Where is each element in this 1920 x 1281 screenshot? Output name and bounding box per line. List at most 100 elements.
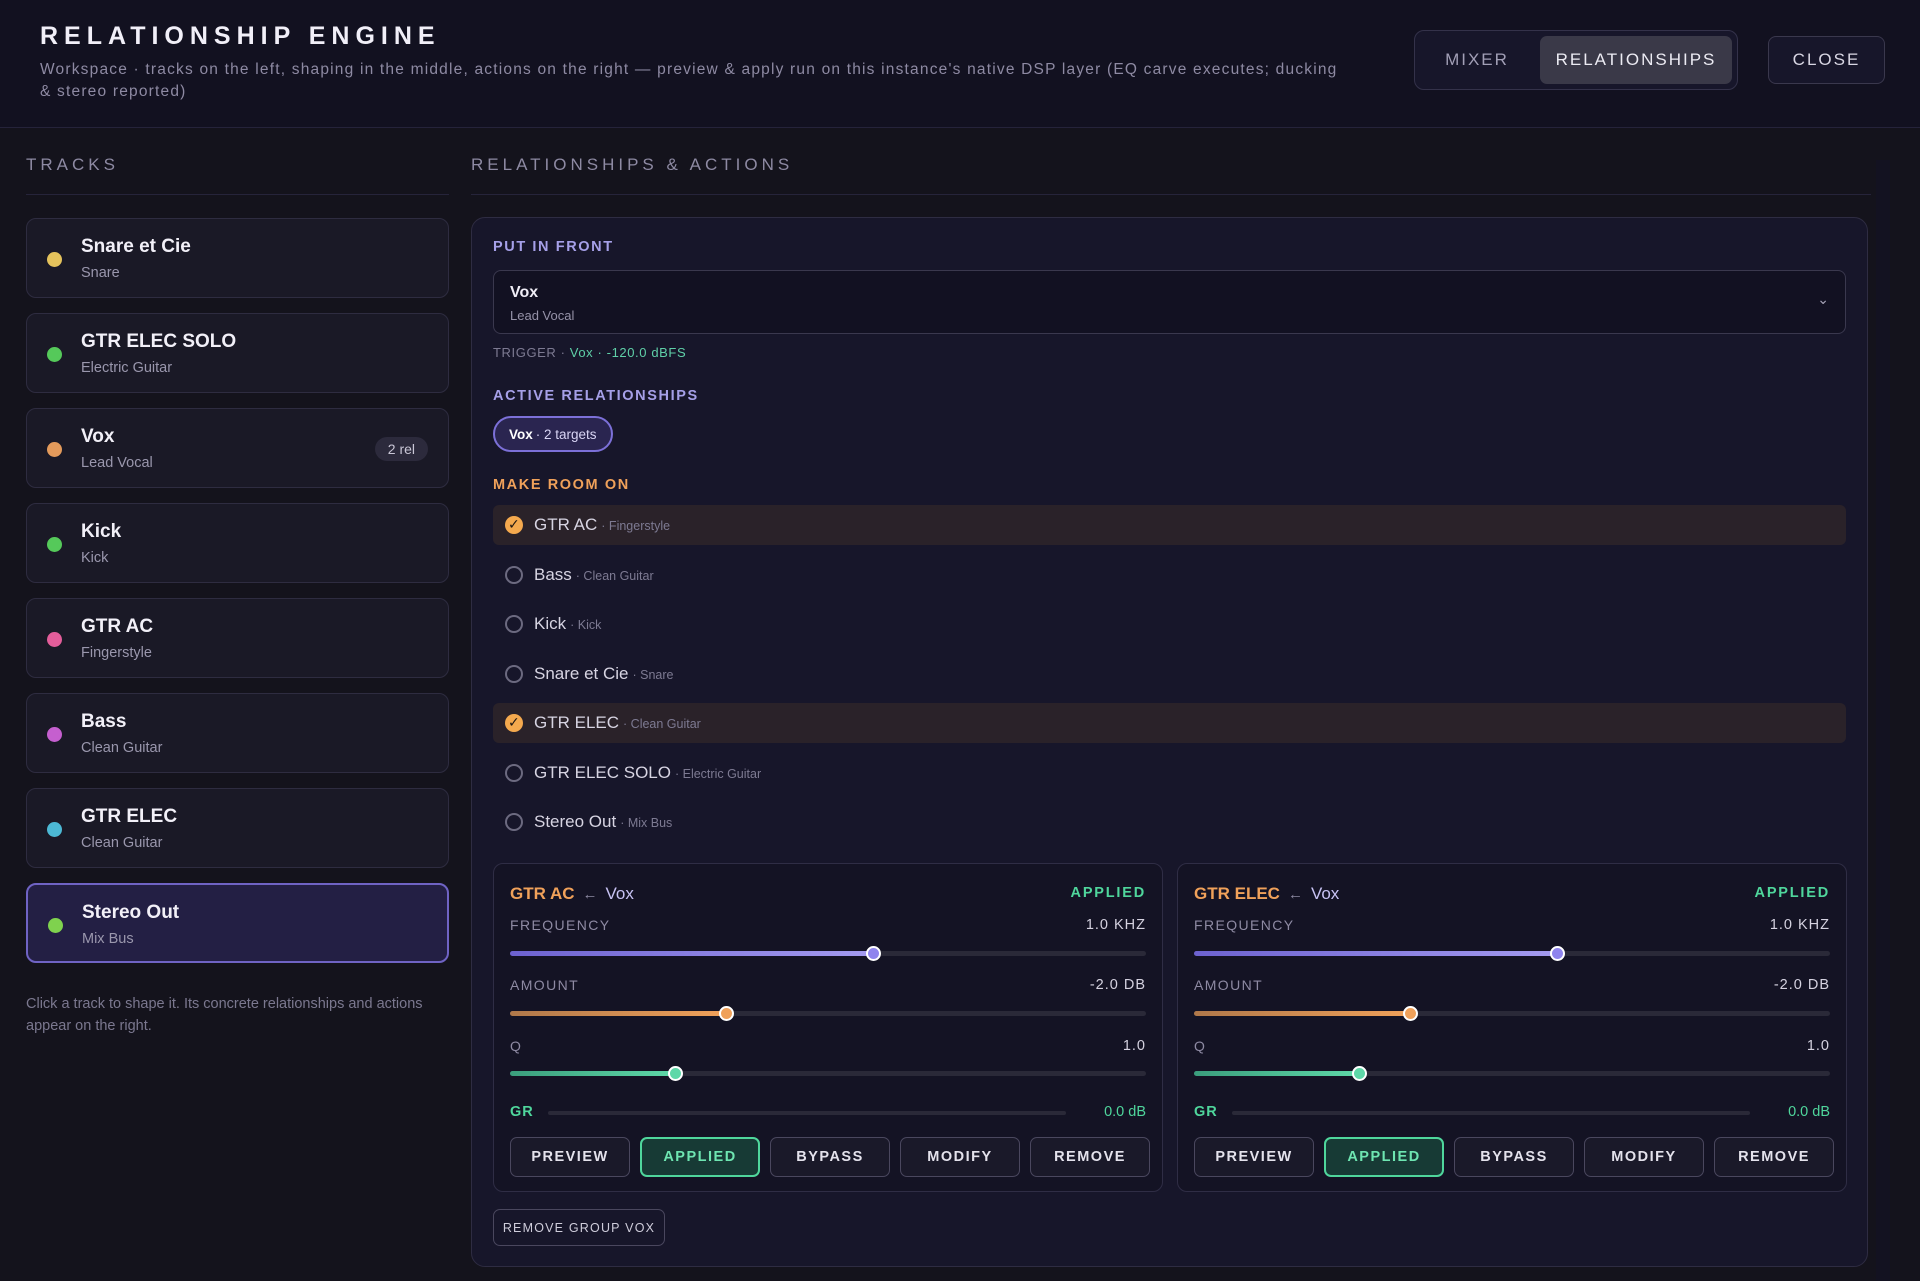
radio-icon[interactable] (505, 763, 523, 782)
track-item[interactable]: GTR ELEC Clean Guitar (26, 788, 449, 868)
radio-icon[interactable] (505, 813, 523, 831)
trigger-level: · -120.0 dBFS (597, 345, 687, 360)
radio-icon[interactable] (505, 615, 523, 633)
applied-button[interactable]: APPLIED (1324, 1137, 1444, 1177)
modify-button[interactable]: MODIFY (900, 1137, 1020, 1177)
main-divider (471, 194, 1871, 195)
track-type: Fingerstyle (81, 645, 152, 661)
relationship-pair: GTR AC ← Vox (510, 884, 634, 904)
q-slider-handle[interactable] (668, 1066, 683, 1081)
trigger-track: Vox (569, 345, 594, 360)
make-room-option[interactable]: Bass · Clean Guitar (493, 555, 1846, 595)
tracks-hint: Click a track to shape it. Its concrete … (26, 996, 423, 1034)
option-sub: · Snare (632, 667, 674, 682)
track-item[interactable]: GTR ELEC SOLO Electric Guitar (26, 313, 449, 393)
make-room-option[interactable]: Kick · Kick (493, 604, 1846, 644)
track-color-dot (47, 822, 62, 837)
track-item[interactable]: Snare et Cie Snare (26, 218, 449, 298)
make-room-label: MAKE ROOM ON (493, 477, 630, 493)
q-slider[interactable] (510, 1066, 1146, 1081)
option-name: GTR AC (534, 515, 598, 534)
main-heading: RELATIONSHIPS & ACTIONS (471, 155, 794, 174)
frequency-value: 1.0 KHZ (1769, 917, 1830, 933)
preview-button[interactable]: PREVIEW (1194, 1137, 1314, 1177)
option-name: GTR ELEC SOLO (534, 762, 671, 782)
q-slider[interactable] (1194, 1066, 1830, 1081)
gain-reduction-meter (548, 1111, 1066, 1115)
q-slider-handle[interactable] (1352, 1066, 1367, 1081)
make-room-option[interactable]: GTR AC· Fingerstyle (493, 505, 1846, 545)
radio-icon[interactable] (505, 664, 523, 683)
amount-value: -2.0 DB (1773, 977, 1830, 993)
put-in-front-select[interactable]: Vox Lead Vocal ⌄ (493, 270, 1846, 334)
track-color-dot (47, 537, 62, 552)
track-type: Clean Guitar (81, 740, 163, 756)
track-color-dot (47, 347, 62, 362)
close-button[interactable]: CLOSE (1768, 36, 1885, 84)
scrollbar[interactable] (1876, 160, 1890, 1281)
active-relationships-label: ACTIVE RELATIONSHIPS (493, 388, 699, 404)
track-color-dot (47, 252, 62, 267)
option-name: Kick (534, 614, 567, 633)
bypass-button[interactable]: BYPASS (1454, 1137, 1574, 1177)
frequency-slider-handle[interactable] (866, 946, 881, 961)
track-item[interactable]: Stereo Out Mix Bus (26, 883, 449, 963)
frequency-slider[interactable] (510, 946, 1146, 961)
track-name: Vox (81, 426, 115, 447)
checked-radio-icon[interactable] (505, 714, 523, 732)
tracks-divider (26, 194, 449, 195)
track-type: Kick (81, 550, 109, 566)
q-label: Q (510, 1038, 523, 1054)
track-item[interactable]: Bass Clean Guitar (26, 693, 449, 773)
amount-slider-fill (510, 1011, 726, 1016)
view-switcher: MIXER RELATIONSHIPS (1414, 30, 1738, 90)
select-value: Vox (510, 284, 539, 301)
remove-button[interactable]: REMOVE (1714, 1137, 1834, 1177)
gain-reduction-value: 0.0 dB (1104, 1104, 1146, 1120)
track-item[interactable]: Vox Lead Vocal 2 rel (26, 408, 449, 488)
make-room-option[interactable]: Snare et Cie · Snare (493, 654, 1846, 694)
amount-value: -2.0 DB (1089, 977, 1146, 993)
option-name: GTR ELEC (534, 713, 620, 732)
preview-button[interactable]: PREVIEW (510, 1137, 630, 1177)
make-room-option[interactable]: Stereo Out · Mix Bus (493, 802, 1846, 842)
gain-reduction-value: 0.0 dB (1788, 1104, 1830, 1120)
radio-icon[interactable] (505, 565, 523, 584)
tab-mixer[interactable]: MIXER (1445, 50, 1509, 69)
applied-button[interactable]: APPLIED (640, 1137, 760, 1177)
amount-slider-handle[interactable] (1403, 1006, 1418, 1021)
tab-relationships[interactable]: RELATIONSHIPS (1540, 36, 1732, 84)
track-item[interactable]: GTR AC Fingerstyle (26, 598, 449, 678)
amount-slider[interactable] (510, 1006, 1146, 1021)
gain-reduction-label: GR (510, 1104, 534, 1120)
option-sub: · Clean Guitar (623, 717, 701, 731)
trigger-prefix: TRIGGER · (493, 345, 566, 360)
action-card-gtr-elec: GTR ELEC ← Vox APPLIED FREQUENCY 1.0 KHZ AMOUN… (1177, 863, 1847, 1192)
app-subtitle: Workspace · tracks on the left, shaping … (40, 61, 1338, 100)
remove-button[interactable]: REMOVE (1030, 1137, 1150, 1177)
frequency-slider-handle[interactable] (1550, 946, 1565, 961)
track-color-dot (48, 918, 63, 933)
modify-button[interactable]: MODIFY (1584, 1137, 1704, 1177)
remove-group-button[interactable]: REMOVE GROUP VOX (493, 1209, 665, 1246)
make-room-option[interactable]: GTR ELEC SOLO · Electric Guitar (493, 753, 1846, 793)
checked-radio-icon[interactable] (505, 516, 523, 534)
make-room-list: GTR AC· Fingerstyle Bass· Clean Guitar Kic… (493, 505, 1846, 852)
amount-slider-handle[interactable] (719, 1006, 734, 1021)
amount-label: AMOUNT (510, 977, 580, 993)
relationship-count-badge: 2 rel (374, 437, 428, 461)
relationship-chip[interactable]: Vox · 2 targets (493, 416, 613, 452)
option-sub: · Electric Guitar (674, 766, 762, 781)
gain-reduction-label: GR (1194, 1104, 1218, 1120)
track-type: Mix Bus (82, 931, 134, 947)
frequency-slider[interactable] (1194, 946, 1830, 961)
track-name: GTR ELEC SOLO (81, 331, 237, 352)
option-name: Snare et Cie (534, 663, 629, 683)
make-room-option[interactable]: GTR ELEC· Clean Guitar (493, 703, 1846, 743)
bypass-button[interactable]: BYPASS (770, 1137, 890, 1177)
track-item[interactable]: Kick Kick (26, 503, 449, 583)
action-card-gtr-ac: GTR AC ← Vox APPLIED FREQUENCY 1.0 KHZ AMOUNT -… (493, 863, 1163, 1192)
target-track: GTR ELEC (1194, 884, 1280, 903)
track-name: GTR AC (81, 616, 154, 637)
amount-slider[interactable] (1194, 1006, 1830, 1021)
